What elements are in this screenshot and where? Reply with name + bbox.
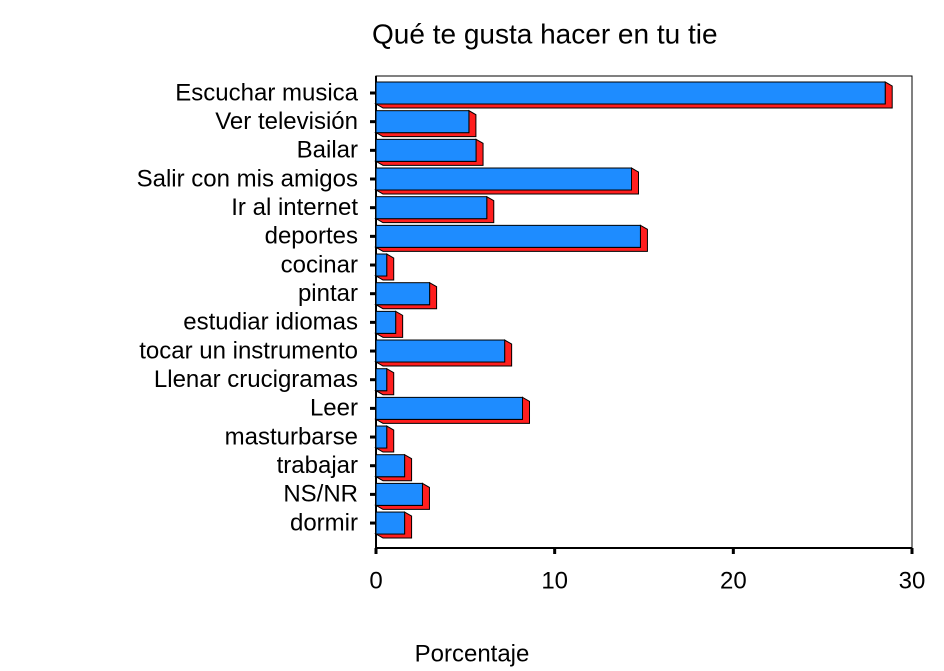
y-tick-label: trabajar (277, 452, 358, 479)
y-tick-label: Llenar crucigramas (154, 366, 358, 393)
bar (375, 110, 470, 134)
bar (375, 339, 506, 363)
x-axis-label: Porcentaje (415, 640, 530, 667)
y-tick-label: Bailar (297, 137, 358, 164)
x-tick-label: 0 (369, 567, 382, 594)
bar (375, 282, 431, 306)
bar (375, 396, 524, 420)
bar (375, 511, 406, 535)
bar (375, 167, 632, 191)
y-tick-label: Leer (310, 395, 358, 422)
y-tick-label: Ver televisión (215, 108, 358, 135)
bar (375, 196, 488, 220)
bar (375, 81, 886, 105)
y-tick-label: pintar (298, 280, 358, 307)
y-tick-label: tocar un instrumento (139, 337, 358, 364)
x-tick-label: 30 (899, 567, 926, 594)
y-tick-label: dormir (290, 509, 358, 536)
bar (375, 368, 388, 392)
y-tick-label: Escuchar musica (175, 79, 358, 106)
y-tick-label: Ir al internet (231, 194, 358, 221)
bar (375, 224, 641, 248)
y-tick-label: deportes (265, 223, 358, 250)
y-tick-label: Salir con mis amigos (137, 165, 358, 192)
y-tick-label: NS/NR (283, 481, 358, 508)
bar (375, 454, 406, 478)
y-tick-label: estudiar idiomas (183, 309, 358, 336)
bar (375, 425, 388, 449)
x-tick-label: 20 (720, 567, 747, 594)
bar (375, 253, 388, 277)
chart-title: Qué te gusta hacer en tu tie (372, 18, 718, 49)
bar (375, 138, 477, 162)
y-tick-label: cocinar (281, 251, 358, 278)
bar (375, 482, 423, 506)
y-tick-label: masturbarse (225, 423, 358, 450)
x-tick-label: 10 (541, 567, 568, 594)
bar (375, 310, 397, 334)
